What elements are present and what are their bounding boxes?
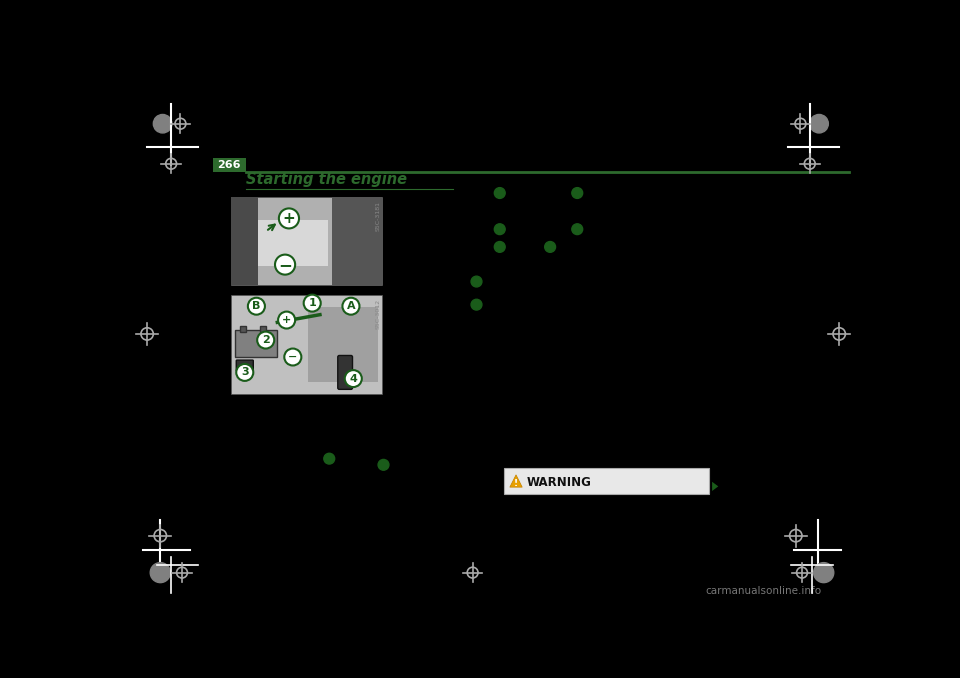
Text: 1: 1 — [308, 298, 316, 308]
Circle shape — [284, 348, 301, 365]
FancyBboxPatch shape — [213, 159, 246, 172]
Circle shape — [154, 115, 172, 133]
FancyBboxPatch shape — [331, 197, 382, 285]
FancyBboxPatch shape — [236, 360, 253, 371]
Circle shape — [814, 563, 834, 582]
Text: −: − — [278, 256, 292, 274]
Text: 2: 2 — [262, 335, 270, 345]
Text: Starting the engine: Starting the engine — [246, 172, 406, 186]
Circle shape — [236, 364, 253, 381]
Text: !: ! — [514, 479, 518, 487]
Circle shape — [494, 241, 505, 252]
Text: carmanualsonline.info: carmanualsonline.info — [706, 586, 821, 596]
FancyBboxPatch shape — [260, 326, 267, 332]
Circle shape — [345, 370, 362, 387]
Circle shape — [544, 241, 556, 252]
Text: WARNING: WARNING — [527, 475, 591, 489]
FancyBboxPatch shape — [240, 326, 247, 332]
Circle shape — [275, 255, 295, 275]
FancyBboxPatch shape — [230, 197, 258, 285]
Circle shape — [343, 298, 359, 315]
Circle shape — [572, 188, 583, 199]
FancyBboxPatch shape — [230, 296, 382, 394]
Circle shape — [494, 188, 505, 199]
Circle shape — [471, 299, 482, 310]
FancyBboxPatch shape — [234, 330, 277, 357]
Text: B: B — [252, 301, 260, 311]
Circle shape — [572, 224, 583, 235]
FancyBboxPatch shape — [504, 468, 709, 494]
Text: −: − — [288, 352, 298, 362]
Circle shape — [378, 460, 389, 471]
Text: S5C-3012: S5C-3012 — [375, 299, 380, 330]
Circle shape — [150, 563, 170, 582]
FancyBboxPatch shape — [230, 197, 382, 285]
FancyBboxPatch shape — [258, 220, 327, 266]
Circle shape — [494, 224, 505, 235]
Polygon shape — [712, 482, 718, 491]
Circle shape — [809, 115, 828, 133]
Text: +: + — [282, 315, 291, 325]
Circle shape — [471, 276, 482, 287]
Circle shape — [324, 454, 335, 464]
Text: 3: 3 — [241, 367, 249, 378]
Text: A: A — [347, 301, 355, 311]
Circle shape — [248, 298, 265, 315]
Circle shape — [303, 295, 321, 312]
Circle shape — [278, 208, 299, 228]
Text: +: + — [282, 211, 296, 226]
Circle shape — [278, 312, 295, 329]
Text: S5C-3181: S5C-3181 — [375, 201, 380, 231]
Polygon shape — [510, 475, 522, 487]
Text: 4: 4 — [349, 374, 357, 384]
FancyBboxPatch shape — [338, 355, 352, 389]
Text: 266: 266 — [218, 160, 241, 170]
Circle shape — [257, 332, 275, 348]
FancyBboxPatch shape — [308, 307, 378, 382]
